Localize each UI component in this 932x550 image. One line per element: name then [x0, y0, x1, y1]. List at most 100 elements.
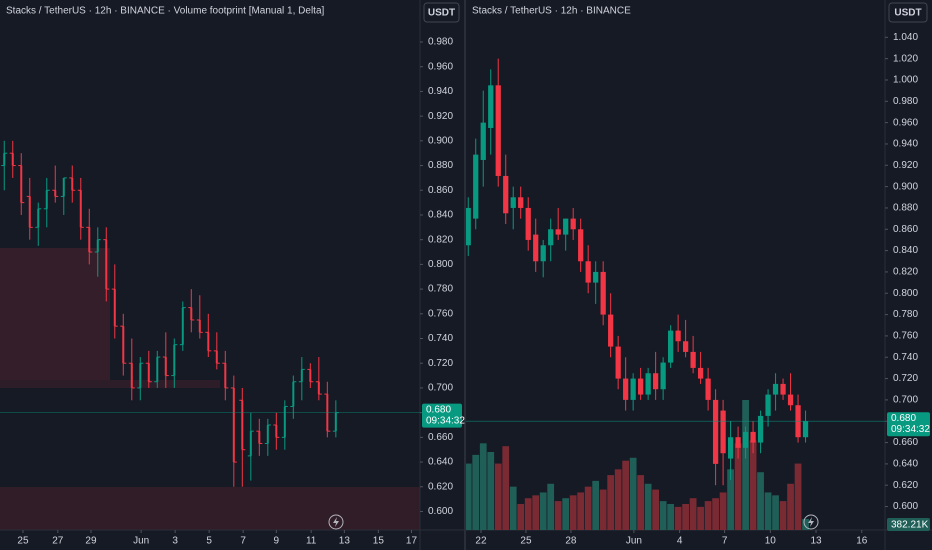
x-tick-label: 13: [810, 536, 822, 547]
currency-label: USDT: [428, 8, 455, 19]
y-tick-label: 0.760: [893, 331, 918, 342]
candle-body: [105, 239, 108, 290]
y-tick-label: 0.600: [428, 506, 453, 517]
candle-body: [283, 406, 286, 438]
volume-bar: [779, 501, 787, 530]
candle-body: [181, 307, 184, 345]
candle-body: [682, 341, 689, 352]
y-tick-label: 0.980: [893, 96, 918, 107]
currency-button[interactable]: [888, 2, 928, 23]
candle-body: [563, 218, 569, 235]
candle-body: [156, 357, 159, 382]
x-tick-label: 25: [520, 536, 532, 547]
volume-bar: [539, 492, 547, 530]
volume-bar: [509, 486, 517, 530]
candle-body: [480, 122, 486, 160]
x-tick-label: 10: [765, 536, 777, 547]
y-tick-label: 0.960: [893, 117, 918, 128]
candle-body: [518, 197, 524, 208]
y-tick-label: 0.960: [428, 61, 453, 72]
x-tick-label: Jun: [133, 536, 149, 547]
candle-body: [720, 410, 726, 454]
y-tick-label: 0.940: [428, 86, 453, 97]
candle-body: [139, 363, 142, 388]
y-tick-label: 0.720: [893, 373, 918, 384]
x-tick-label: 13: [339, 536, 351, 547]
currency-button[interactable]: [423, 2, 460, 23]
y-tick-label: 0.920: [893, 160, 918, 171]
volume-bar: [749, 440, 757, 530]
candle-body: [147, 363, 150, 382]
candle-body: [757, 415, 764, 443]
y-tick-label: 0.660: [428, 432, 453, 443]
profile-band: [0, 487, 420, 530]
candle-body: [668, 330, 674, 363]
candle-body: [630, 378, 636, 400]
currency-label: USDT: [894, 8, 921, 19]
candle-body: [190, 307, 193, 320]
candle-body: [249, 431, 252, 456]
y-tick-label: 0.660: [893, 437, 918, 448]
volume-bar: [644, 483, 652, 530]
volume-bar: [734, 443, 742, 530]
candle-body: [20, 165, 23, 203]
x-tick-label: 7: [722, 536, 728, 547]
candle-body: [787, 394, 794, 406]
countdown: 09:34:32: [426, 415, 465, 426]
candle-body: [232, 387, 235, 463]
volume-bar: [532, 495, 540, 530]
volume-bar: [622, 460, 630, 530]
replay-icon[interactable]: [803, 514, 819, 530]
y-tick-label: 0.600: [893, 501, 918, 512]
candle-body: [570, 218, 576, 230]
candle-body: [3, 153, 6, 166]
y-tick-label: 0.620: [428, 481, 453, 492]
volume-bar: [562, 498, 570, 530]
candle-body: [600, 271, 606, 315]
volume-bar: [689, 498, 697, 530]
candle-body: [473, 154, 479, 219]
y-tick-label: 0.800: [893, 288, 918, 299]
candle-body: [28, 196, 31, 228]
countdown: 09:34:32: [891, 424, 930, 435]
chart-title: Stacks / TetherUS · 12h · BINANCE: [472, 6, 631, 17]
chart-title: Stacks / TetherUS · 12h · BINANCE · Volu…: [6, 6, 325, 17]
y-tick-label: 0.700: [893, 395, 918, 406]
x-tick-label: 17: [406, 536, 418, 547]
candle-body: [275, 424, 278, 438]
y-tick-label: 0.700: [428, 383, 453, 394]
candle-body: [690, 351, 696, 368]
x-tick-label: 7: [240, 536, 246, 547]
volume-profile: [0, 248, 420, 530]
y-tick-label: 0.620: [893, 480, 918, 491]
candle-body: [54, 190, 57, 197]
candle-body: [697, 367, 704, 379]
y-tick-label: 0.840: [428, 210, 453, 221]
profile-band: [0, 248, 110, 380]
candle-body: [79, 190, 82, 228]
y-tick-label: 1.040: [893, 32, 918, 43]
volume-bar: [599, 489, 607, 530]
candle-body: [45, 190, 48, 209]
volume-bar: [727, 469, 734, 530]
y-tick-label: 0.940: [893, 139, 918, 150]
candle-body: [742, 431, 749, 448]
y-tick-label: 1.000: [893, 75, 918, 86]
volume-bar: [577, 492, 585, 530]
x-tick-label: 11: [306, 536, 317, 547]
replay-icon[interactable]: [328, 514, 344, 530]
last-price-label: 0.680: [891, 413, 916, 424]
x-tick-label: 3: [172, 536, 178, 547]
candle-body: [207, 332, 210, 351]
volume-bar: [802, 518, 809, 530]
x-tick-label: 28: [565, 536, 577, 547]
y-tick-label: 0.880: [428, 160, 453, 171]
volume-bar: [652, 489, 660, 530]
y-tick-label: 0.780: [893, 309, 918, 320]
candle-body: [653, 373, 659, 390]
volume-bar: [569, 495, 577, 530]
y-tick-label: 0.880: [893, 203, 918, 214]
candle-body: [735, 437, 741, 448]
